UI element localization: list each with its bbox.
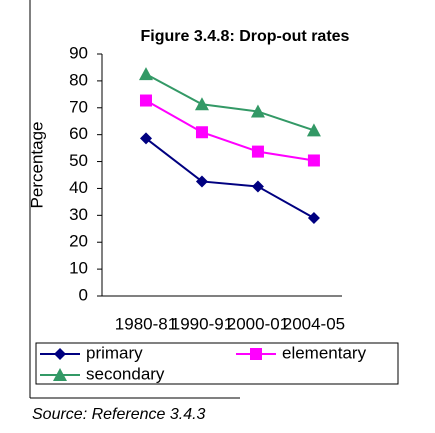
chart-title: Figure 3.4.8: Drop-out rates <box>141 28 350 45</box>
y-axis-label: Percentage <box>27 122 46 209</box>
marker <box>250 348 262 360</box>
y-tick-label: 80 <box>69 70 88 89</box>
marker <box>194 97 209 111</box>
marker <box>307 212 320 225</box>
x-tick-label: 2000-01 <box>227 314 289 333</box>
marker <box>138 67 153 81</box>
x-tick-label: 2004-05 <box>283 314 345 333</box>
y-tick-label: 40 <box>69 178 88 197</box>
marker <box>53 368 67 381</box>
legend-label: elementary <box>282 343 367 362</box>
x-tick-label: 1990-91 <box>171 314 233 333</box>
marker <box>306 123 321 137</box>
series-line <box>145 99 315 162</box>
y-tick-label: 10 <box>69 259 88 278</box>
series-line <box>145 137 315 219</box>
source: Source: Reference 3.4.3 <box>32 406 206 423</box>
y-tick-label: 0 <box>79 285 88 304</box>
marker <box>250 104 265 118</box>
marker <box>251 180 264 193</box>
marker <box>139 94 152 107</box>
x-tick-label: 1980-81 <box>115 314 177 333</box>
marker <box>54 348 66 360</box>
y-tick-label: 20 <box>69 232 88 251</box>
marker <box>139 132 152 145</box>
marker <box>195 126 208 139</box>
legend-label: primary <box>86 343 143 362</box>
legend-label: secondary <box>86 364 165 383</box>
y-tick-label: 50 <box>69 151 88 170</box>
y-tick-label: 70 <box>69 97 88 116</box>
legend-box <box>35 342 399 385</box>
y-tick-label: 60 <box>69 124 88 143</box>
series-line <box>145 73 315 132</box>
y-tick-label: 30 <box>69 205 88 224</box>
marker <box>251 145 264 158</box>
y-tick-label: 90 <box>69 43 88 62</box>
marker <box>195 175 208 188</box>
marker <box>307 154 320 167</box>
